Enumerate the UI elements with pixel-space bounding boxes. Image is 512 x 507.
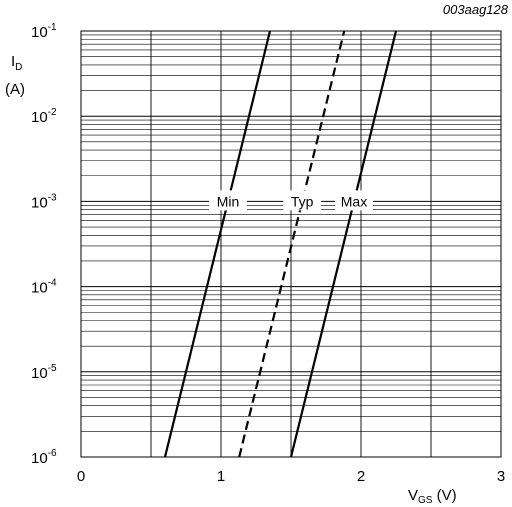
y-tick-label: 10-4 xyxy=(31,278,57,297)
plot-frame xyxy=(80,30,502,458)
series-line-min xyxy=(163,30,272,458)
series-label-typ: Typ xyxy=(291,193,314,209)
y-tick-label: 10-6 xyxy=(31,448,57,467)
x-tick-label: 0 xyxy=(77,468,85,485)
series-line-max xyxy=(289,30,398,458)
series-label-min: Min xyxy=(217,193,240,209)
x-tick-label: 1 xyxy=(217,468,225,485)
series-label-bg xyxy=(209,190,247,211)
series-line-typ xyxy=(238,30,346,458)
y-tick-label: 10-3 xyxy=(31,192,57,211)
figure-id: 003aag128 xyxy=(443,2,509,17)
y-axis-label: ID xyxy=(11,53,22,73)
y-axis-unit: (A) xyxy=(5,81,25,98)
series-labels: Min Typ Max xyxy=(209,190,373,211)
x-axis-label: VGS (V) xyxy=(408,487,457,506)
x-tick-label: 3 xyxy=(497,468,505,485)
y-tick-label: 10-5 xyxy=(31,363,57,382)
series-label-bg xyxy=(335,190,373,211)
y-tick-label: 10-1 xyxy=(31,22,57,41)
x-tick-label: 2 xyxy=(357,468,365,485)
series-label-bg xyxy=(283,190,322,211)
x-tick-labels: 0 1 2 3 xyxy=(77,468,505,485)
grid xyxy=(81,31,501,457)
series-group xyxy=(163,30,398,458)
y-tick-label: 10-2 xyxy=(31,107,57,126)
y-tick-labels: 10-6 10-5 10-4 10-3 10-2 10-1 xyxy=(31,22,57,467)
series-label-max: Max xyxy=(341,193,367,209)
